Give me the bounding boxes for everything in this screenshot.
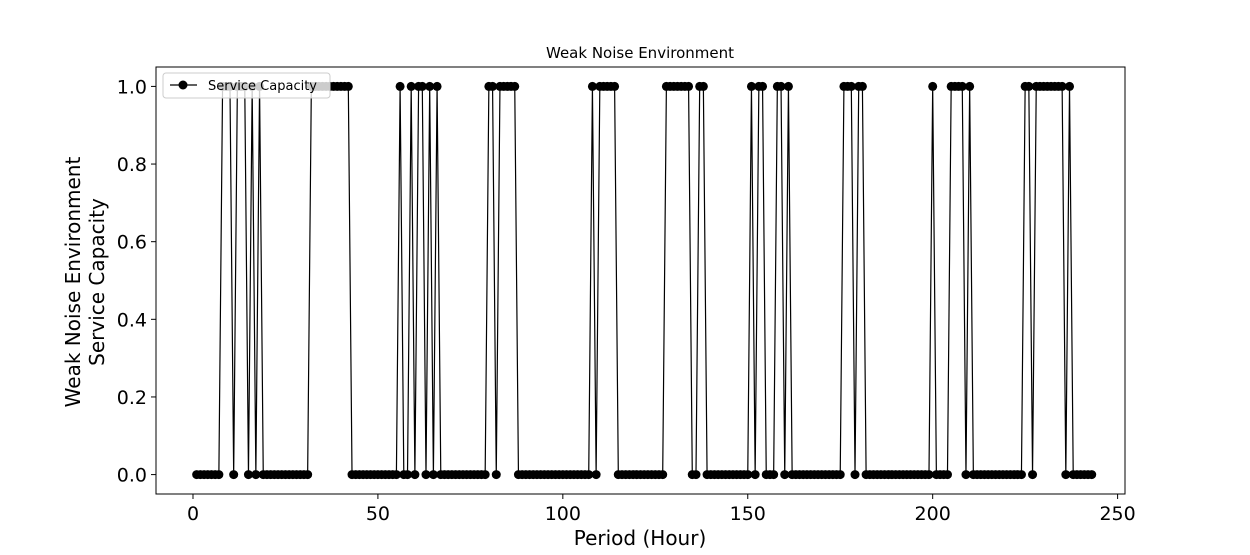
data-point <box>488 81 498 91</box>
x-tick-label: 200 <box>915 503 951 525</box>
data-point <box>850 470 860 480</box>
data-point <box>924 470 934 480</box>
data-point <box>417 81 427 91</box>
data-point <box>587 81 597 91</box>
data-point <box>243 470 253 480</box>
data-point <box>491 470 501 480</box>
data-point <box>1087 470 1097 480</box>
x-tick-label: 150 <box>730 503 766 525</box>
data-point <box>857 81 867 91</box>
y-tick-label: 0.0 <box>117 465 147 487</box>
y-tick-label: 0.4 <box>117 309 147 331</box>
data-point <box>780 470 790 480</box>
data-point <box>480 470 490 480</box>
y-axis-ticks: 0.0 0.2 0.4 0.6 0.8 1.0 <box>117 76 156 487</box>
data-point <box>769 470 779 480</box>
data-point <box>229 470 239 480</box>
data-point <box>421 470 431 480</box>
data-point <box>591 470 601 480</box>
data-point <box>410 470 420 480</box>
data-point <box>835 470 845 480</box>
data-point <box>251 470 261 480</box>
data-point <box>957 81 967 91</box>
data-point <box>750 470 760 480</box>
data-point <box>406 81 416 91</box>
data-point <box>214 470 224 480</box>
x-axis-label: Period (Hour) <box>574 526 707 550</box>
y-axis-label-line-2: Service Capacity <box>85 198 109 366</box>
data-point <box>1057 81 1067 91</box>
data-point <box>428 470 438 480</box>
legend-box <box>162 72 331 99</box>
data-point <box>746 81 756 91</box>
data-point <box>961 470 971 480</box>
data-point <box>942 470 952 480</box>
legend-label: Service Capacity <box>208 79 317 94</box>
data-point <box>403 470 412 480</box>
plot-area-frame <box>155 66 1126 495</box>
data-point <box>743 470 753 480</box>
x-tick-label: 0 <box>187 503 199 525</box>
data-point <box>395 81 405 91</box>
data-point <box>1024 81 1034 91</box>
data-point <box>391 470 401 480</box>
data-point <box>758 81 768 91</box>
data-point <box>510 81 520 91</box>
data-point <box>658 470 668 480</box>
series-layer <box>192 81 1097 480</box>
y-tick-label: 0.6 <box>117 232 147 254</box>
y-tick-label: 0.2 <box>117 387 147 409</box>
y-axis-label-line-1: Weak Noise Environment <box>61 157 85 408</box>
data-point <box>432 81 442 91</box>
data-point <box>1028 470 1038 480</box>
data-point <box>343 81 353 91</box>
data-point <box>303 470 313 480</box>
x-tick-label: 250 <box>1099 503 1135 525</box>
x-tick-label: 50 <box>366 503 390 525</box>
data-point <box>684 81 694 91</box>
legend-marker-swatch <box>178 80 188 90</box>
data-point <box>846 81 856 91</box>
data-point <box>584 470 594 480</box>
y-tick-label: 0.8 <box>117 154 147 176</box>
x-axis-ticks: 0 50 100 150 200 250 <box>187 494 1136 525</box>
chart-title: Weak Noise Environment <box>546 44 734 62</box>
legend: Service Capacity <box>162 72 331 99</box>
data-point <box>698 81 708 91</box>
x-tick-label: 100 <box>545 503 581 525</box>
y-axis-label: Weak Noise Environment Service Capacity <box>61 157 109 408</box>
series-line-0 <box>196 85 1092 476</box>
data-point <box>776 81 786 91</box>
data-point <box>425 81 435 91</box>
data-point <box>965 81 975 91</box>
data-point <box>928 81 938 91</box>
data-point <box>1016 470 1026 480</box>
data-point <box>1065 81 1075 91</box>
data-point <box>691 470 701 480</box>
y-tick-label: 1.0 <box>117 76 147 98</box>
data-point <box>1061 470 1071 480</box>
data-point <box>610 81 620 91</box>
data-point <box>783 81 793 91</box>
